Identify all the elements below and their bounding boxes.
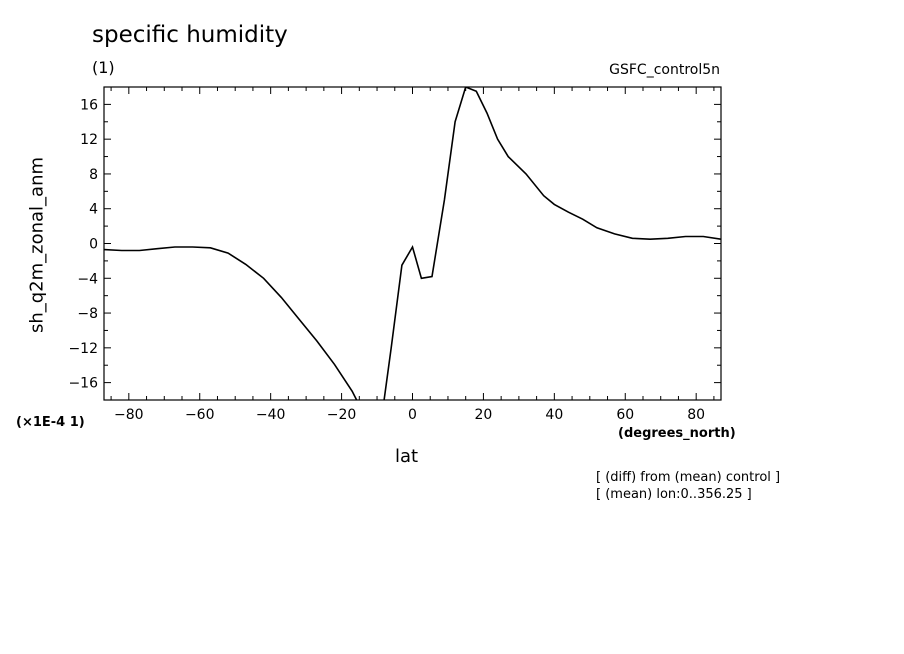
chart-title: specific humidity	[92, 22, 288, 48]
y-tick-label: 4	[89, 202, 98, 218]
x-axis-label: lat	[395, 446, 419, 467]
note-diff: [ (diff) from (mean) control ]	[596, 470, 781, 485]
x-tick-label: 80	[687, 407, 705, 423]
plot-frame	[103, 86, 722, 401]
y-tick-label: 16	[80, 97, 98, 113]
x-tick-label: −40	[256, 407, 286, 423]
x-tick-label: 40	[545, 407, 563, 423]
x-tick-label: −20	[327, 407, 357, 423]
x-unit-label: (degrees_north)	[618, 426, 736, 441]
x-tick-label: −60	[185, 407, 215, 423]
y-tick-label: −4	[77, 271, 98, 287]
series-line	[104, 87, 721, 400]
chart-subtitle: (1)	[92, 58, 115, 77]
y-tick-label: −16	[68, 376, 98, 392]
y-tick-label: 8	[89, 167, 98, 183]
x-tick-label: 60	[616, 407, 634, 423]
x-tick-label: 20	[475, 407, 493, 423]
note-mean: [ (mean) lon:0..356.25 ]	[596, 487, 752, 502]
y-tick-label: −8	[77, 306, 98, 322]
y-scale-label: (×1E-4 1)	[16, 415, 85, 430]
run-label: GSFC_control5n	[609, 62, 720, 78]
y-tick-label: −12	[68, 341, 98, 357]
axis-ticks	[104, 86, 721, 401]
x-tick-label: 0	[408, 407, 417, 423]
x-tick-label: −80	[114, 407, 144, 423]
y-tick-label: 0	[89, 237, 98, 253]
y-tick-label: 12	[80, 132, 98, 148]
